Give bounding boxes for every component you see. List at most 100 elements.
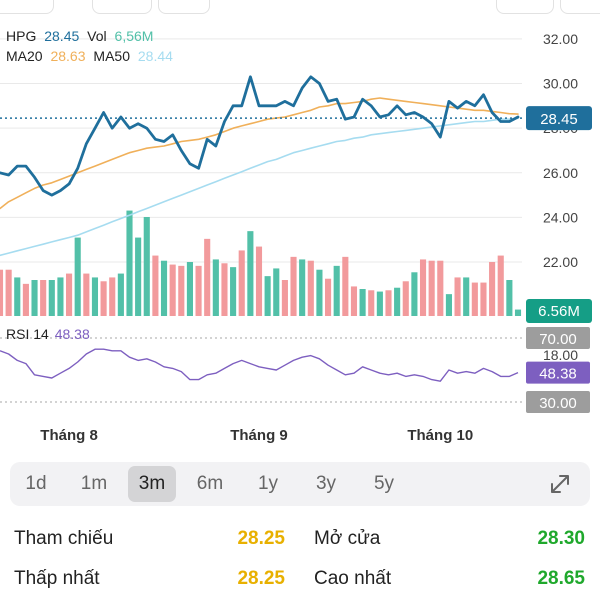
volume-bar [247, 231, 254, 316]
rsi-panel: 70.00 48.38 30.00 [0, 327, 590, 413]
price-tick-label: 26.00 [543, 165, 578, 181]
price-tick-label: 18.00 [543, 347, 578, 363]
price-value: 28.45 [44, 28, 79, 44]
vol-value: 6,56M [115, 28, 154, 44]
settings-button[interactable] [496, 0, 554, 14]
volume-bar [463, 277, 470, 316]
toolbar-button[interactable] [92, 0, 152, 14]
volume-bar [514, 309, 522, 316]
volume-bar [212, 259, 219, 316]
price-tick-label: 22.00 [543, 254, 578, 270]
time-range-selector: 1d 1m 3m 6m 1y 3y 5y [10, 462, 590, 506]
volume-bar [74, 237, 81, 316]
x-axis-label: Tháng 10 [407, 427, 473, 444]
ma50-label: MA50 [93, 48, 130, 64]
ma20-value: 28.63 [50, 48, 85, 64]
volume-bar [57, 277, 64, 316]
volume-bar [471, 282, 478, 316]
volume-bar [221, 263, 228, 316]
price-tag [526, 106, 592, 131]
volume-bar [14, 277, 21, 316]
ma20-label: MA20 [6, 48, 43, 64]
back-button[interactable] [0, 0, 54, 14]
volume-bar [255, 246, 263, 316]
volume-bar [489, 262, 496, 316]
price-tick-label: 30.00 [543, 76, 578, 92]
moving-average-lines [0, 97, 519, 257]
svg-text:HPG 28.45 Vol: HPG 28.45 Vol 6,56M [6, 28, 153, 44]
volume-bar [385, 290, 392, 316]
volume-bar [238, 250, 245, 316]
volume-bar [91, 277, 99, 316]
range-tab-3m[interactable]: 3m [128, 466, 176, 502]
volume-bar [100, 281, 107, 316]
volume-bar [169, 264, 176, 316]
volume-bar [325, 278, 332, 316]
expand-icon[interactable] [546, 470, 574, 498]
volume-bar [299, 259, 306, 316]
rsi-tag [526, 327, 590, 349]
volume-bar [480, 282, 487, 316]
share-button[interactable] [560, 0, 600, 14]
open-value: 28.30 [537, 528, 585, 549]
ma20-line [0, 97, 519, 210]
ref-value: 28.25 [237, 528, 285, 549]
price-line [0, 75, 520, 197]
rsi-tag [526, 361, 590, 384]
vol-label: Vol [87, 28, 106, 44]
range-tab-6m[interactable]: 6m [186, 466, 234, 502]
volume-bar [48, 280, 55, 316]
ma50-value: 28.44 [138, 48, 173, 64]
volume-bar [368, 290, 375, 316]
range-tab-1m[interactable]: 1m [70, 466, 118, 502]
rsi-tag [526, 391, 590, 413]
volume-bar [333, 265, 340, 316]
svg-text:MA20 28.63 MA50: MA20 28.63 MA50 28.44 [6, 48, 173, 64]
rsi-label: RSI 14 [6, 326, 49, 342]
volume-bar [117, 273, 124, 316]
volume-tag [526, 299, 592, 323]
time-axis: Tháng 8 Tháng 9 Tháng 10 [40, 427, 473, 444]
volume-bar [126, 210, 133, 316]
volume-bar [230, 267, 237, 316]
legend: HPG 28.45 Vol 6,56M MA20 28.63 MA50 28.4… [6, 28, 173, 342]
volume-bar [66, 273, 73, 316]
price-tag-label: 28.45 [540, 111, 578, 128]
range-tab-3y[interactable]: 3y [302, 466, 350, 502]
top-toolbar [0, 0, 600, 14]
range-tab-1y[interactable]: 1y [244, 466, 292, 502]
volume-bar [178, 265, 185, 316]
close-button[interactable] [158, 0, 210, 14]
svg-text:RSI 14 48.38: RSI 14 48.38 [6, 326, 90, 342]
volume-bar [419, 259, 427, 316]
volume-bar [281, 280, 288, 316]
volume-bar [290, 256, 297, 316]
volume-bar [109, 277, 116, 316]
volume-bar [22, 283, 29, 316]
volume-bar [376, 291, 383, 316]
stock-chart: 32.0030.0028.0026.0024.0022.0028.456.56M… [0, 28, 592, 444]
x-axis-label: Tháng 8 [40, 427, 98, 444]
volume-bar [264, 276, 271, 316]
volume-bar [40, 280, 47, 316]
volume-bars [0, 210, 522, 316]
volume-bar [135, 237, 142, 316]
volume-bar [394, 287, 401, 316]
volume-bar [350, 286, 358, 316]
open-label: Mở cửa [314, 528, 381, 549]
volume-bar [195, 265, 202, 316]
volume-bar [83, 273, 90, 316]
range-tab-1d[interactable]: 1d [12, 466, 60, 502]
price-axis: 32.0030.0028.0026.0024.0022.0028.456.56M… [526, 31, 592, 363]
ma50-line [0, 117, 519, 257]
high-value: 28.65 [537, 568, 585, 589]
volume-bar [186, 262, 193, 316]
volume-bar [152, 255, 159, 316]
range-tab-5y[interactable]: 5y [360, 466, 408, 502]
rsi-line [0, 348, 519, 382]
volume-bar [204, 238, 211, 316]
low-label: Thấp nhất [14, 568, 100, 589]
high-label: Cao nhất [314, 568, 392, 589]
volume-bar [273, 268, 280, 316]
volume-bar [411, 272, 418, 316]
